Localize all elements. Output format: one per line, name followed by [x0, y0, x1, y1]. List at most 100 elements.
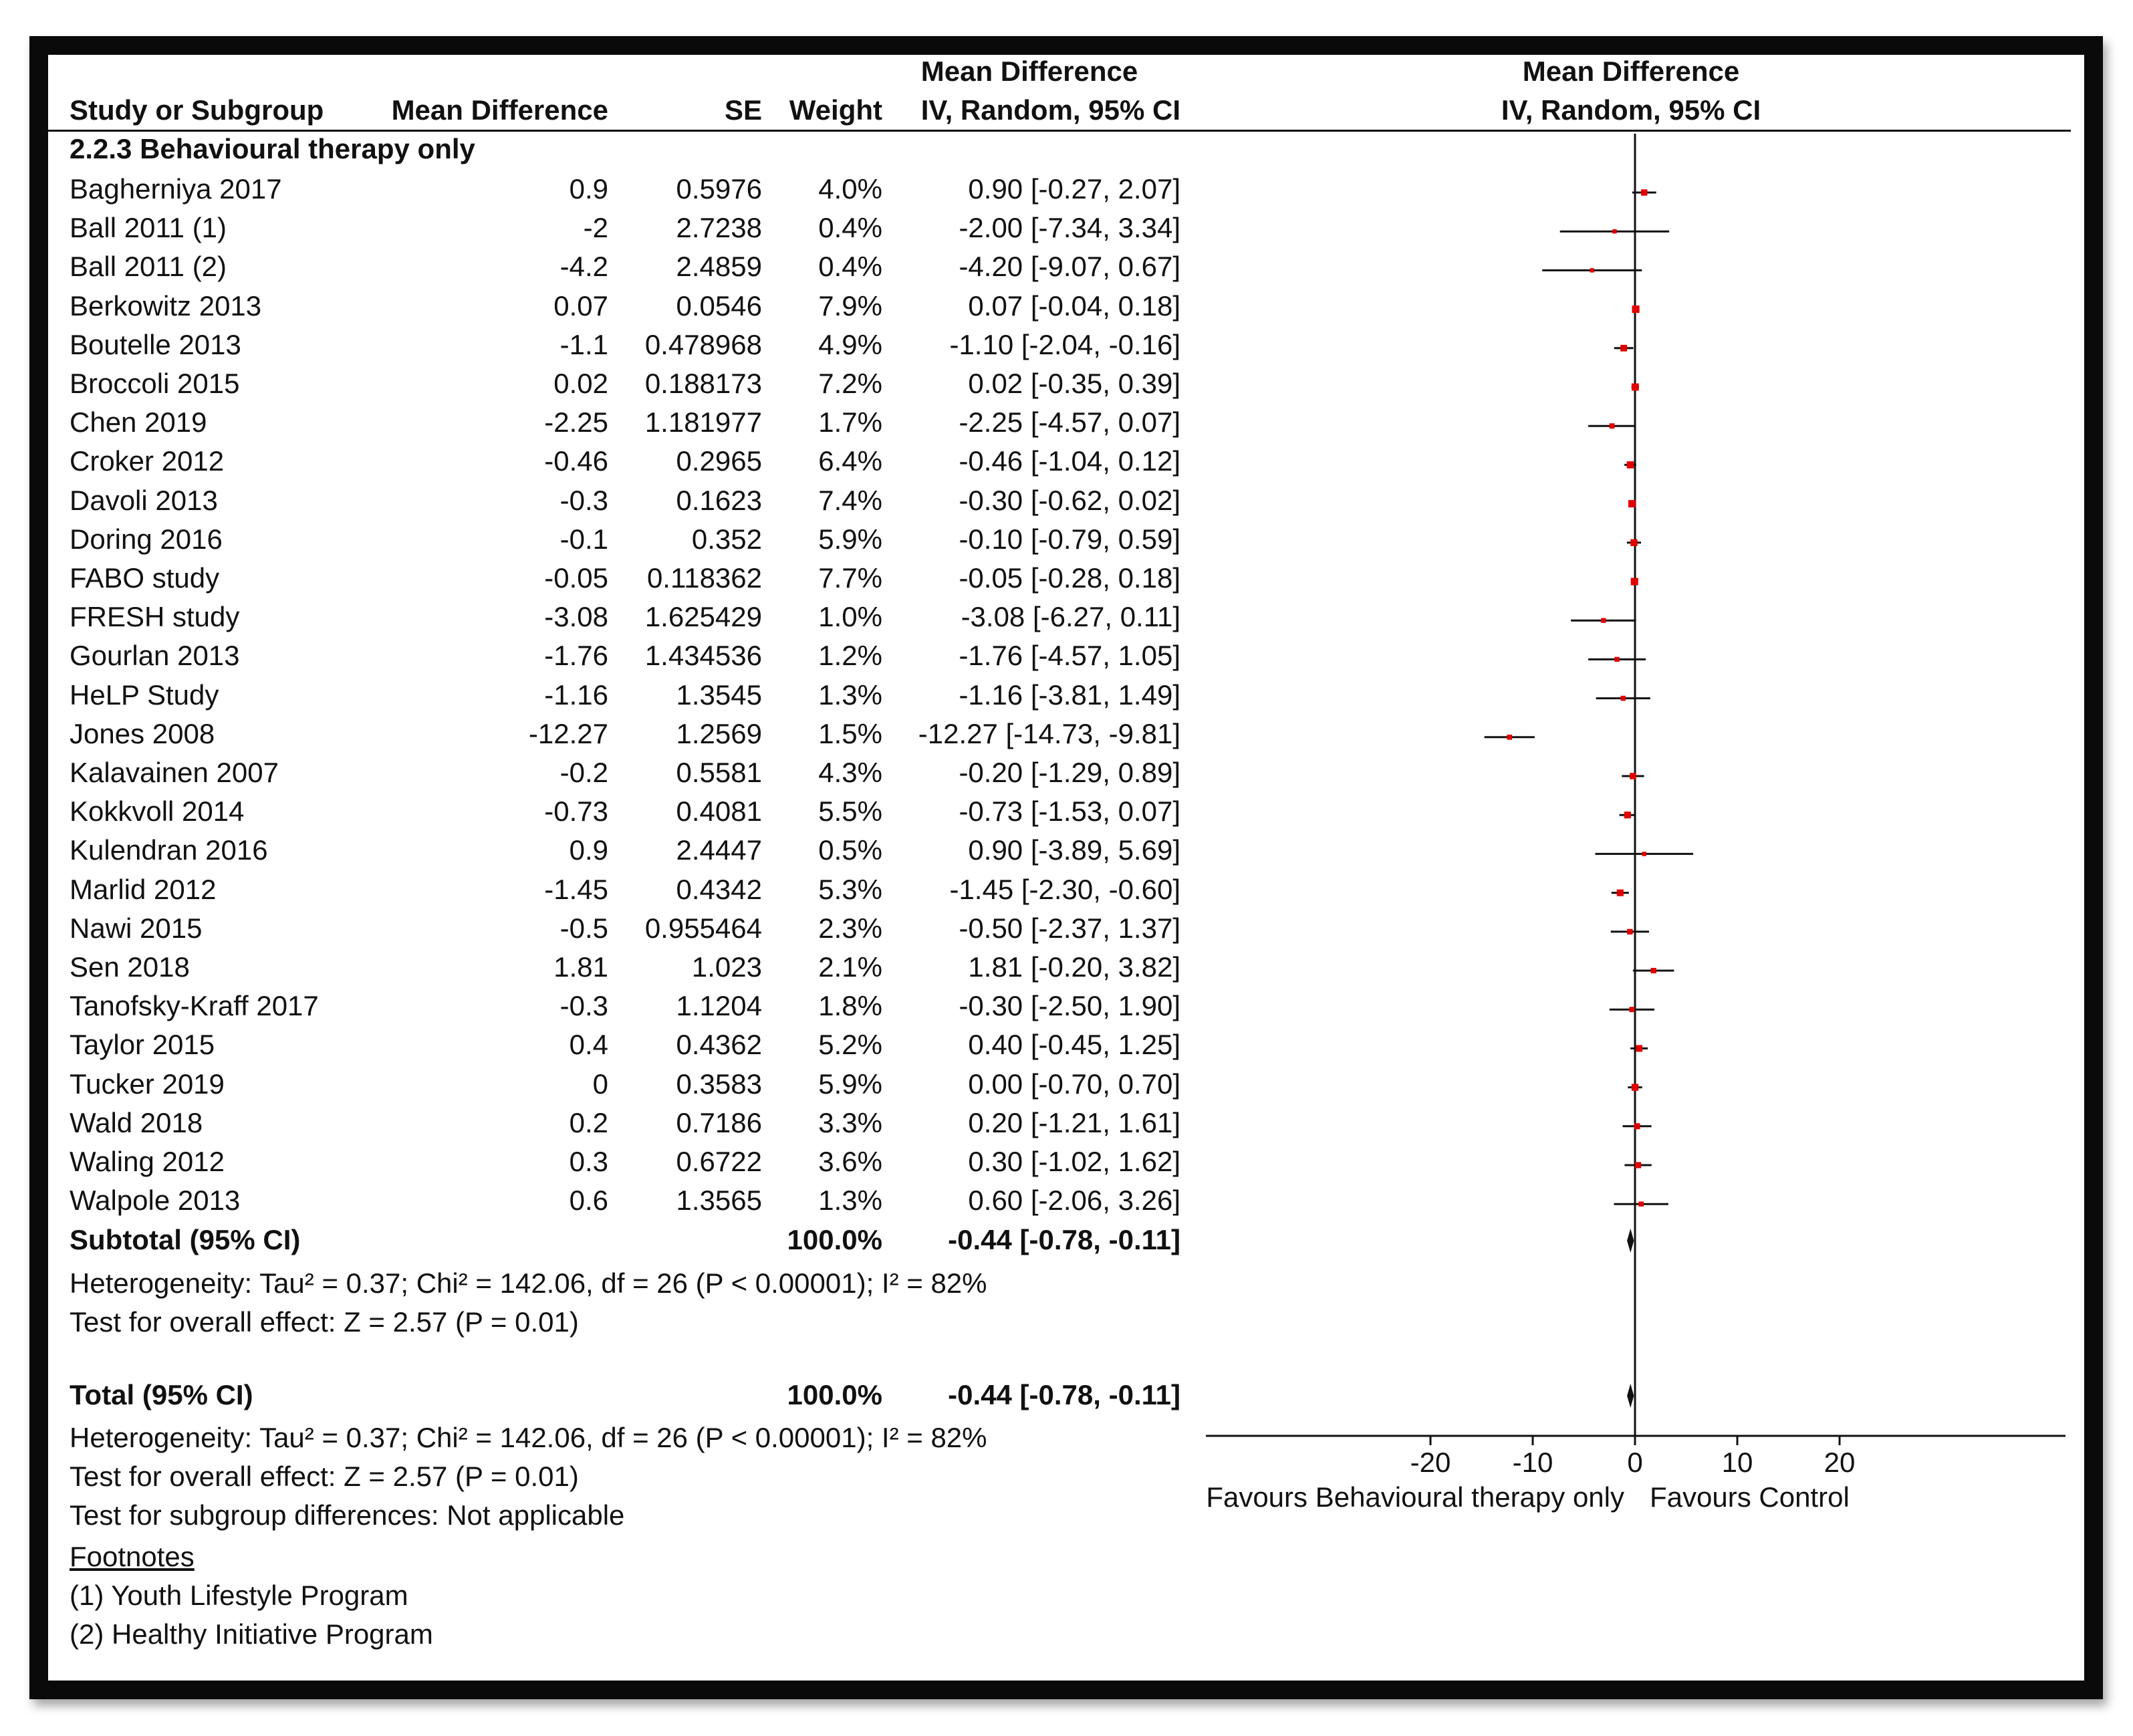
study-weight: 3.3%: [818, 1107, 882, 1138]
total-diamond: [1627, 1384, 1634, 1408]
study-se: 0.4081: [676, 795, 762, 827]
study-weight: 4.0%: [818, 173, 882, 205]
study-mean-difference: -0.5: [559, 912, 608, 944]
subtotal-weight: 100.0%: [787, 1224, 882, 1255]
study-ci: -4.20 [-9.07, 0.67]: [959, 251, 1180, 282]
header-divider: [48, 130, 2071, 132]
study-se: 0.118362: [646, 562, 762, 594]
study-ci: -3.08 [-6.27, 0.11]: [961, 601, 1180, 632]
study-ci: 0.30 [-1.02, 1.62]: [968, 1146, 1180, 1177]
study-mean-difference: 0.02: [553, 368, 608, 399]
subtotal-overall-effect: Test for overall effect: Z = 2.57 (P = 0…: [70, 1306, 579, 1338]
footnotes-title: Footnotes: [70, 1541, 195, 1572]
study-name: FABO study: [70, 562, 220, 594]
total-overall-effect: Test for overall effect: Z = 2.57 (P = 0…: [70, 1461, 579, 1492]
study-name: Ball 2011 (1): [70, 212, 227, 243]
point-estimate: [1590, 268, 1594, 273]
study-mean-difference: -0.05: [544, 562, 608, 594]
study-mean-difference: -2.25: [544, 406, 608, 438]
study-mean-difference: -0.73: [544, 795, 608, 827]
header-plot-line2: IV, Random, 95% CI: [1501, 94, 1761, 126]
subtotal-ci: -0.44 [-0.78, -0.11]: [948, 1224, 1180, 1255]
study-mean-difference: 0.2: [569, 1107, 608, 1138]
study-mean-difference: -0.2: [559, 757, 608, 788]
study-weight: 7.4%: [818, 485, 882, 516]
study-name: Wald 2018: [70, 1107, 203, 1138]
x-tick-label: -20: [1410, 1447, 1451, 1478]
study-mean-difference: 0.9: [569, 834, 608, 866]
study-name: Nawi 2015: [70, 912, 203, 944]
study-se: 0.5976: [676, 173, 762, 205]
study-se: 1.2569: [676, 718, 762, 749]
study-se: 1.434536: [644, 640, 762, 671]
header-md-ci-line1: Mean Difference: [920, 55, 1138, 87]
x-tick-label: 10: [1722, 1447, 1753, 1478]
study-se: 1.181977: [644, 406, 762, 438]
study-ci: -0.30 [-0.62, 0.02]: [959, 485, 1180, 516]
subtotal-heterogeneity: Heterogeneity: Tau² = 0.37; Chi² = 142.0…: [70, 1267, 987, 1299]
study-se: 0.7186: [676, 1107, 762, 1138]
study-name: FRESH study: [70, 601, 240, 632]
study-ci: 0.40 [-0.45, 1.25]: [968, 1029, 1180, 1060]
study-ci: -2.00 [-7.34, 3.34]: [959, 212, 1180, 243]
study-weight: 1.2%: [818, 640, 882, 671]
study-name: Tanofsky-Kraff 2017: [70, 990, 319, 1021]
study-se: 0.1623: [676, 485, 762, 516]
study-weight: 1.3%: [818, 679, 882, 711]
study-name: Taylor 2015: [70, 1029, 215, 1060]
study-weight: 1.5%: [818, 718, 882, 749]
point-estimate: [1630, 773, 1636, 779]
footnote-1: (1) Youth Lifestyle Program: [70, 1580, 408, 1611]
header-weight: Weight: [789, 94, 882, 126]
study-se: 0.4362: [676, 1029, 762, 1060]
study-se: 0.478968: [644, 329, 762, 360]
study-ci: -0.50 [-2.37, 1.37]: [959, 912, 1180, 944]
point-estimate: [1620, 695, 1626, 701]
study-weight: 5.2%: [818, 1029, 882, 1060]
header-mean-difference: Mean Difference: [391, 94, 608, 126]
study-weight: 1.3%: [818, 1185, 882, 1216]
point-estimate: [1620, 344, 1628, 352]
point-estimate: [1630, 539, 1638, 546]
study-ci: -1.76 [-4.57, 1.05]: [959, 640, 1180, 671]
header-study: Study or Subgroup: [70, 94, 324, 126]
study-mean-difference: 0.4: [569, 1029, 608, 1060]
point-estimate: [1634, 1123, 1640, 1130]
study-name: Ball 2011 (2): [70, 251, 227, 282]
study-weight: 3.6%: [818, 1146, 882, 1177]
header-plot-line1: Mean Difference: [1522, 55, 1740, 87]
study-ci: 0.90 [-0.27, 2.07]: [968, 173, 1180, 205]
point-estimate: [1616, 889, 1624, 896]
study-se: 0.0546: [676, 290, 762, 322]
subtotal-label: Subtotal (95% CI): [70, 1224, 301, 1255]
study-name: Sen 2018: [70, 951, 190, 983]
study-ci: 0.60 [-2.06, 3.26]: [968, 1185, 1180, 1216]
study-se: 0.4342: [676, 874, 762, 905]
x-tick-label: 20: [1824, 1447, 1856, 1478]
study-name: Croker 2012: [70, 445, 225, 477]
study-weight: 6.4%: [818, 445, 882, 477]
point-estimate: [1614, 656, 1620, 662]
study-mean-difference: -12.27: [528, 718, 608, 749]
point-estimate: [1635, 1162, 1642, 1168]
point-estimate: [1630, 578, 1638, 586]
study-ci: -12.27 [-14.73, -9.81]: [918, 718, 1180, 749]
point-estimate: [1636, 1045, 1643, 1052]
point-estimate: [1629, 1007, 1635, 1013]
study-name: Davoli 2013: [70, 485, 218, 516]
study-se: 0.955464: [644, 912, 762, 944]
study-se: 1.3565: [676, 1185, 762, 1216]
study-name: Bagherniya 2017: [70, 173, 282, 205]
total-weight: 100.0%: [787, 1379, 882, 1410]
total-label: Total (95% CI): [70, 1379, 253, 1410]
point-estimate: [1642, 852, 1647, 856]
study-mean-difference: -1.1: [559, 329, 608, 360]
study-weight: 5.3%: [818, 874, 882, 905]
study-ci: -0.10 [-0.79, 0.59]: [959, 523, 1180, 555]
subgroup-differences: Test for subgroup differences: Not appli…: [70, 1499, 625, 1531]
study-ci: -2.25 [-4.57, 0.07]: [959, 406, 1180, 438]
study-weight: 7.7%: [818, 562, 882, 594]
study-mean-difference: 0.07: [553, 290, 608, 322]
study-mean-difference: 0.3: [569, 1146, 608, 1177]
